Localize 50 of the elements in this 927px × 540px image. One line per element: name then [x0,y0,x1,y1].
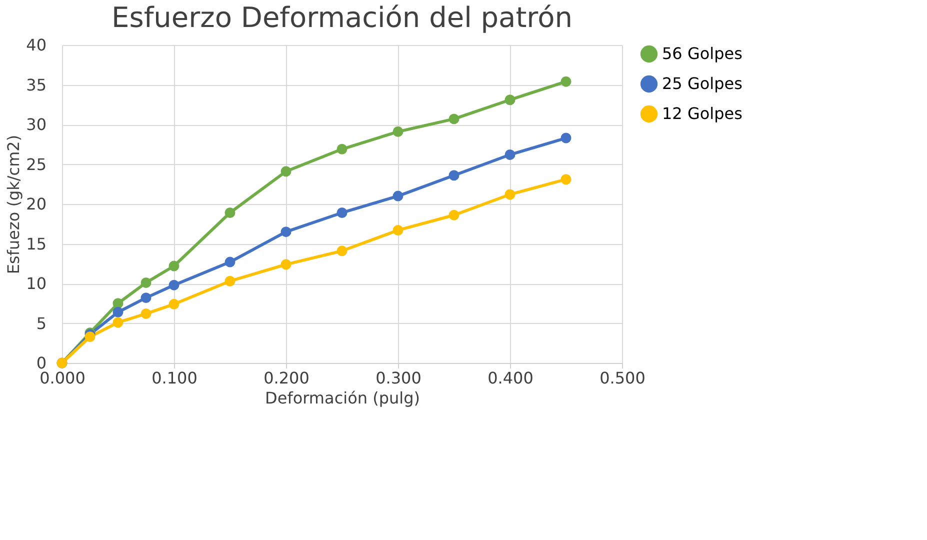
point [560,132,572,144]
point [560,76,572,87]
point [336,246,348,256]
x-tick-label: 0.500 [600,368,646,388]
point [336,144,348,154]
y-tick-label: 15 [26,234,46,254]
point [112,298,124,309]
point [560,174,572,185]
point [168,260,180,272]
x-tick-label: 0.100 [152,368,198,388]
y-axis-title: Esfuezo (gk/cm2) [4,134,24,274]
y-tick-label: 25 [26,154,46,174]
point [112,306,124,318]
x-tick-label: 0.200 [264,368,310,388]
y-tick-label: 35 [26,75,46,94]
x-tick-label: 0.400 [488,368,534,388]
point [280,226,292,238]
point [280,259,292,270]
point [168,298,180,310]
point [504,94,516,106]
legend-label: 25 Golpes [662,74,742,93]
point [280,166,292,177]
legend-label: 12 Golpes [662,104,742,123]
y-tick-label: 10 [26,274,46,293]
y-tick-label: 40 [26,36,46,54]
point [224,256,236,268]
point [392,190,404,202]
point [84,332,96,342]
point [504,189,516,200]
point [224,208,236,218]
point [140,292,152,304]
point [112,317,124,328]
chart-title: Esfuerzo Deformación del patrón [112,1,572,34]
point [392,225,404,236]
point [504,149,516,160]
y-tick-label: 20 [26,194,46,214]
point [448,170,460,181]
y-tick-label: 5 [36,314,46,333]
y-tick-label: 30 [26,115,46,134]
x-axis-title: Deformación (pulg) [265,388,420,408]
point [392,126,404,137]
point [140,277,152,288]
point [224,276,236,286]
x-tick-label: 0.300 [376,368,422,388]
point [336,208,348,218]
point [448,210,460,220]
legend-label: 56 Golpes [662,44,742,63]
point [168,280,180,290]
point [140,308,152,319]
point [448,114,460,124]
